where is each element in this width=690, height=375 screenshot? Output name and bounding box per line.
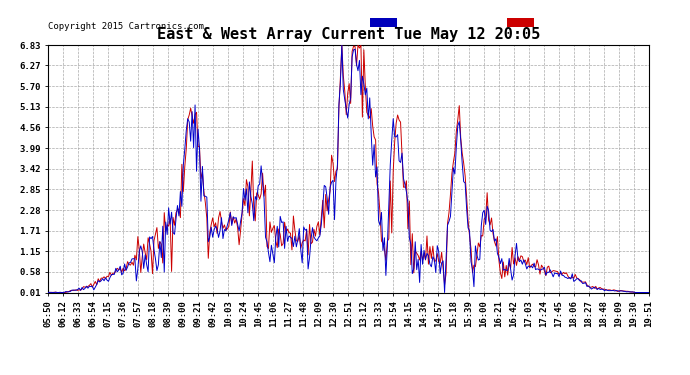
Legend: East Array (DC Amps), West Array (DC Amps): East Array (DC Amps), West Array (DC Amp…: [370, 17, 644, 28]
Text: Copyright 2015 Cartronics.com: Copyright 2015 Cartronics.com: [48, 22, 204, 32]
Title: East & West Array Current Tue May 12 20:05: East & West Array Current Tue May 12 20:…: [157, 27, 540, 42]
